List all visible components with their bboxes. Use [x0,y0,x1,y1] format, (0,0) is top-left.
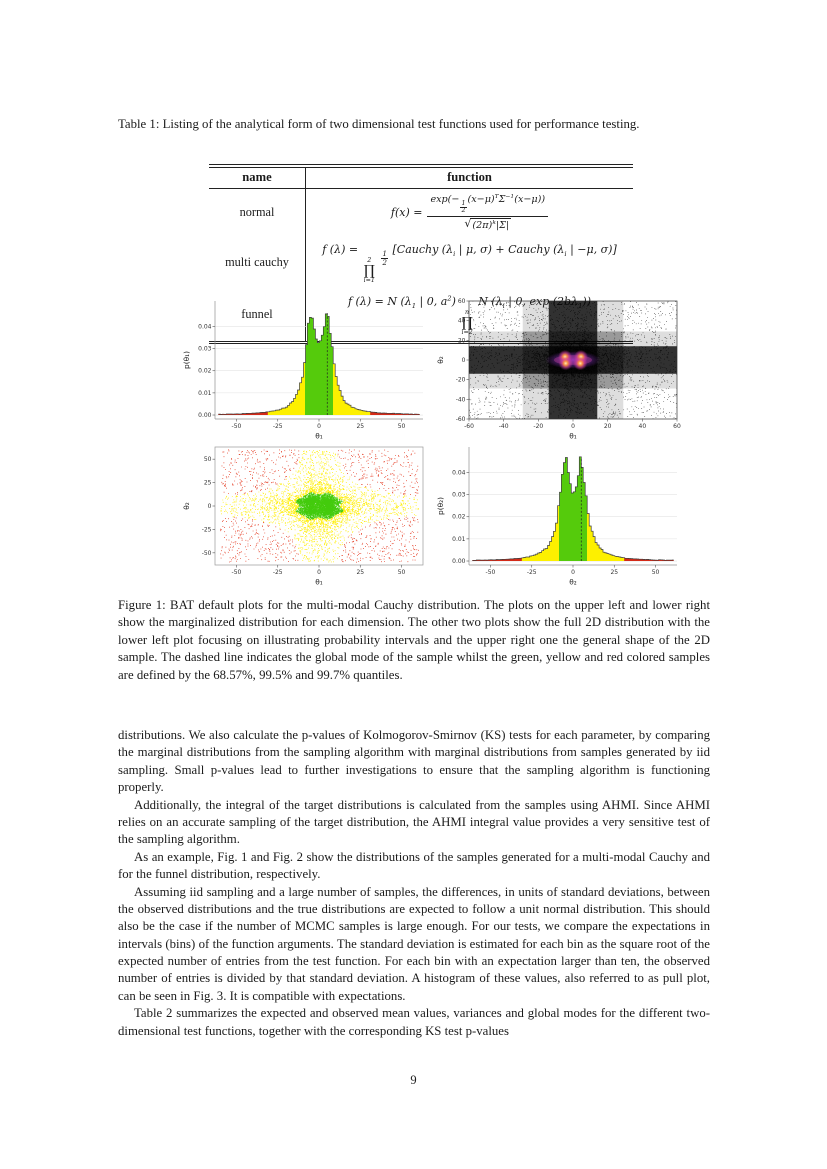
row-name-funnel: funnel [209,288,306,342]
header-function: function [305,167,633,189]
svg-text:50: 50 [398,569,406,576]
table-header-row: name function [209,167,633,189]
table-1-caption: Table 1: Listing of the analytical form … [118,117,640,131]
svg-text:-20: -20 [456,377,466,384]
svg-text:0: 0 [462,357,466,364]
svg-text:0: 0 [317,423,321,430]
formula-normal: f(x) = exp(− 1 2 (x−μ)TΣ−1(x−μ)) √ (2π)k|Σ| [308,193,631,232]
svg-text:0: 0 [571,423,575,430]
svg-text:θ₁: θ₁ [315,578,323,587]
svg-text:0.02: 0.02 [198,368,212,375]
svg-text:60: 60 [673,423,681,430]
svg-text:-25: -25 [273,423,283,430]
row-name-normal: normal [209,188,306,236]
svg-text:-60: -60 [456,416,466,423]
svg-text:θ₂: θ₂ [569,578,577,587]
paragraph: As an example, Fig. 1 and Fig. 2 show th… [118,849,710,882]
svg-text:0: 0 [208,503,212,510]
svg-text:25: 25 [356,569,364,576]
svg-text:20: 20 [458,337,466,344]
svg-text:-50: -50 [202,550,212,557]
svg-text:40: 40 [458,318,466,325]
plot-2d-intervals: -50 -25 0 25 50 -50 -25 0 25 50 θ₁ θ₂ [182,446,424,587]
svg-text:25: 25 [356,423,364,430]
plot-marginal-theta1: -50 -25 0 25 50 0.00 0.01 0.02 0.03 0.04 θ₁ p(θ₁) [182,301,423,441]
svg-text:θ₂: θ₂ [436,356,445,364]
svg-text:60: 60 [458,298,466,305]
figure-1: -50 -25 0 25 50 0.00 0.01 0.02 0.03 0.04 θ₁ p(θ₁) -… [181,295,689,587]
svg-text:-50: -50 [486,569,496,576]
svg-text:-25: -25 [202,526,212,533]
svg-text:50: 50 [204,456,212,463]
paragraph: Additionally, the integral of the target… [118,797,710,847]
svg-text:0.04: 0.04 [452,469,466,476]
svg-text:50: 50 [398,423,406,430]
svg-text:40: 40 [639,423,647,430]
paragraph: distributions. We also calculate the p-v… [118,728,710,795]
svg-text:0.02: 0.02 [452,514,466,521]
paragraph: Assuming iid sampling and a large number… [118,884,710,1003]
svg-text:-60: -60 [464,423,474,430]
svg-text:0: 0 [571,569,575,576]
plot-2d-sample: -60 -40 -20 0 20 40 60 -60 -40 -20 0 20 40 60 θ₁ θ₂ [436,298,681,441]
svg-text:θ₁: θ₁ [315,432,323,441]
svg-text:θ₂: θ₂ [182,502,191,510]
fraction: exp(− 1 2 (x−μ)TΣ−1(x−μ)) √ (2π)k|Σ| [427,193,549,232]
table-row: normal f(x) = exp(− 1 2 (x−μ)TΣ−1(x−μ)) √ (2… [209,188,633,236]
row-name-multi-cauchy: multi cauchy [209,235,306,289]
svg-text:0: 0 [317,569,321,576]
svg-text:0.00: 0.00 [452,558,466,565]
test-functions-table: name function normal f(x) = exp(− 1 2 (x−μ)… [209,166,633,342]
svg-text:0.03: 0.03 [198,346,212,353]
svg-text:-20: -20 [533,423,543,430]
paragraph: Table 2 summarizes the expected and obse… [118,1006,710,1038]
svg-text:-40: -40 [456,396,466,403]
svg-text:-50: -50 [232,569,242,576]
table-1: name function normal f(x) = exp(− 1 2 (x−μ)… [209,164,633,345]
svg-text:-25: -25 [527,569,537,576]
svg-text:-25: -25 [273,569,283,576]
svg-text:50: 50 [652,569,660,576]
plot-marginal-theta2: -50 -25 0 25 50 0.00 0.01 0.02 0.03 0.04 θ₂ p(θ₂) [436,447,677,587]
svg-text:25: 25 [610,569,618,576]
svg-text:0.04: 0.04 [198,323,212,330]
table-row: funnel f (λ) = N (λ1 | 0, a2) n ∏ i=2 N (λ… [209,288,633,342]
svg-text:0.00: 0.00 [198,412,212,419]
svg-text:0.01: 0.01 [198,390,212,397]
svg-text:0.03: 0.03 [452,492,466,499]
svg-text:θ₁: θ₁ [569,432,577,441]
header-name: name [209,167,306,189]
body-text: distributions. We also calculate the p-v… [118,727,710,1040]
svg-text:25: 25 [204,480,212,487]
svg-text:-50: -50 [232,423,242,430]
figure-1-caption: Figure 1: BAT default plots for the mult… [118,598,710,682]
svg-text:p(θ₁): p(θ₁) [182,351,191,369]
svg-text:0.01: 0.01 [452,536,466,543]
sqrt-symbol: √ [464,217,472,231]
svg-text:p(θ₂): p(θ₂) [436,497,445,515]
svg-text:-40: -40 [499,423,509,430]
svg-text:20: 20 [604,423,612,430]
page-number: 9 [410,1073,417,1087]
